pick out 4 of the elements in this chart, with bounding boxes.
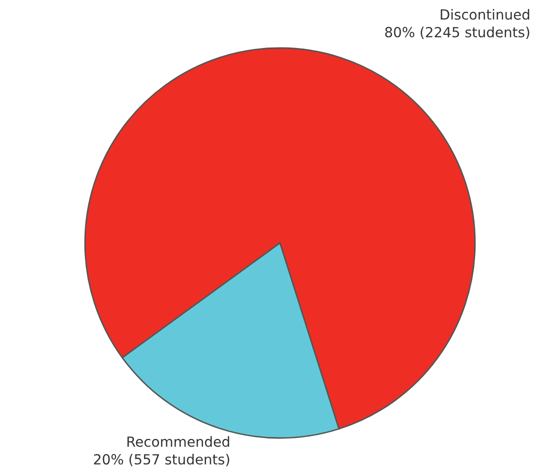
data-label: 20% (557 students): [94, 454, 230, 466]
slice-label: Discontinued: [440, 9, 530, 20]
slice-label: Recommended: [127, 436, 230, 447]
data-label: 80% (2245 students): [385, 26, 530, 40]
